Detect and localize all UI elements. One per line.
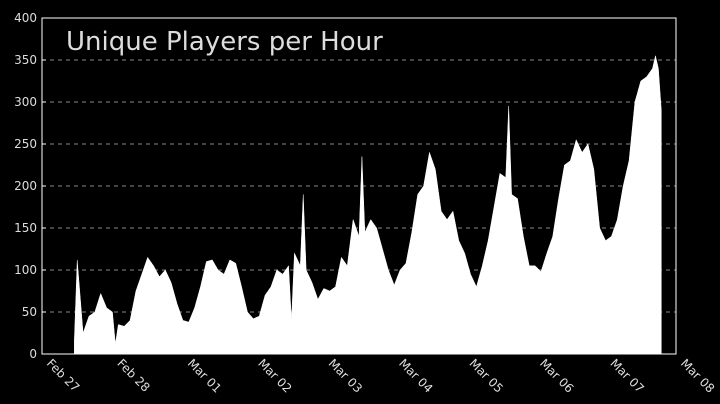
x-tick-label: Mar 04 [396,356,435,395]
y-tick-label: 200 [14,179,37,193]
x-tick-label: Mar 08 [678,356,717,395]
x-tick-label: Mar 03 [326,356,365,395]
y-tick-label: 350 [14,53,37,67]
x-tick-label: Mar 02 [255,356,294,395]
area [74,55,662,355]
x-tick-label: Feb 27 [44,356,82,394]
x-tick-label: Feb 28 [114,356,152,394]
chart-title: Unique Players per Hour [66,27,383,57]
y-tick-label: 400 [14,11,37,25]
x-tick-label: Mar 06 [537,356,576,395]
y-tick-label: 150 [14,221,37,235]
x-tick-label: Mar 01 [185,356,224,395]
y-tick-label: 0 [29,347,37,361]
y-tick-label: 300 [14,95,37,109]
x-tick-label: Mar 05 [467,356,506,395]
y-tick-label: 50 [22,305,37,319]
y-tick-label: 100 [14,263,37,277]
x-tick-label: Mar 07 [607,356,646,395]
y-tick-label: 250 [14,137,37,151]
